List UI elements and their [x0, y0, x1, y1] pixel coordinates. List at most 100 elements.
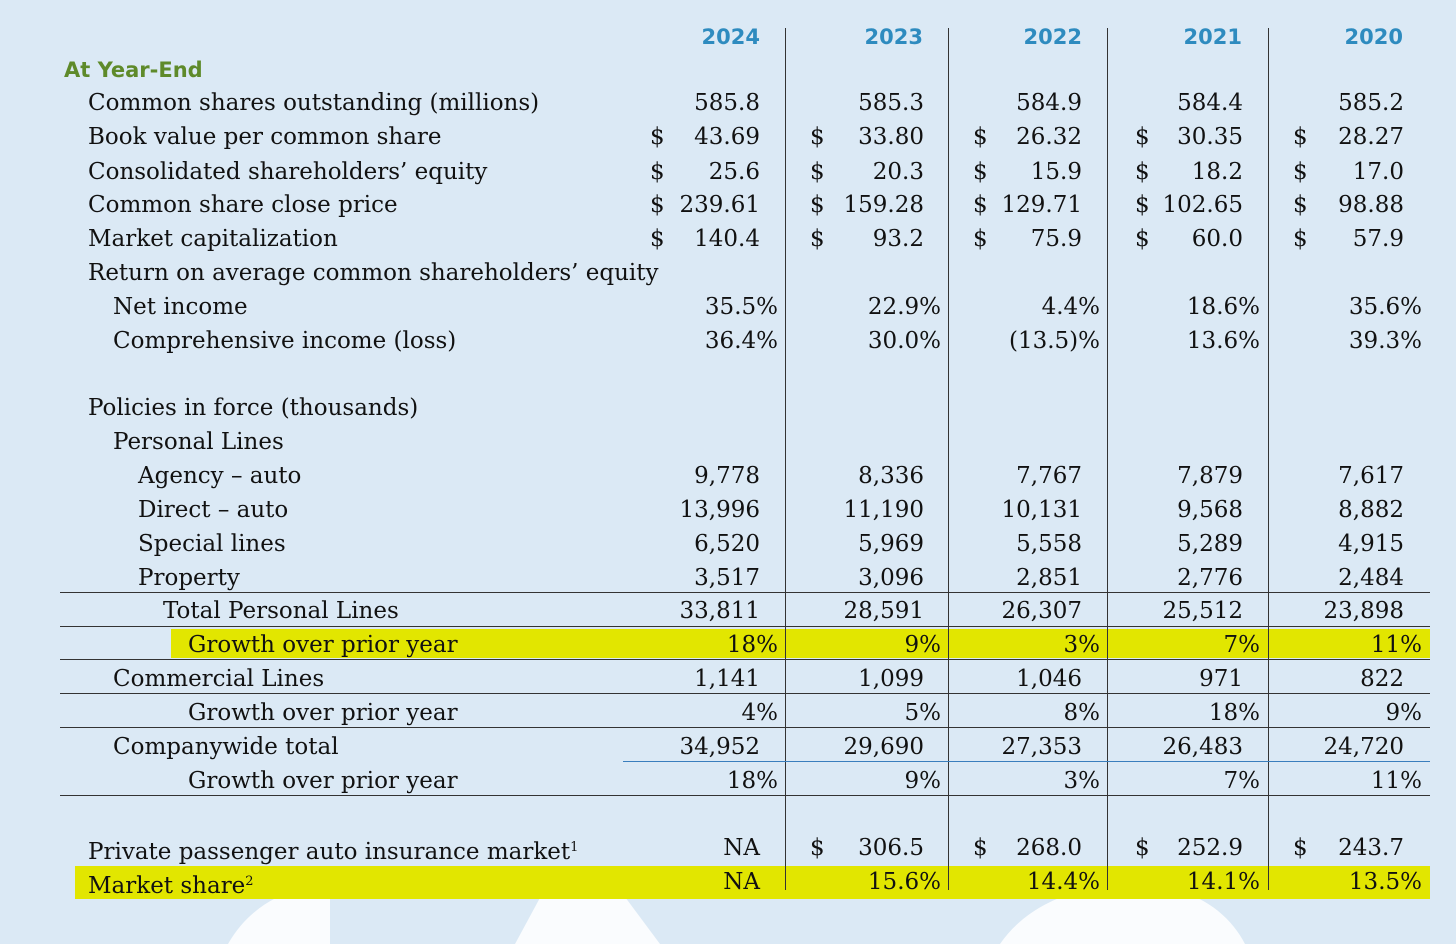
dollar-sign: $ [650, 192, 665, 218]
dollar-sign: $ [810, 159, 825, 185]
cell-value: 8% [1063, 700, 1101, 726]
cell-value: 585.8 [694, 90, 760, 116]
cell-value: (13.5)% [1008, 328, 1100, 354]
dollar-sign: $ [1135, 124, 1150, 150]
cell-value: 26,483 [1162, 734, 1243, 760]
cell-value: 140.4 [694, 226, 760, 252]
row-label: Market capitalization [88, 226, 338, 252]
cell-value: 9,778 [694, 463, 760, 489]
cell-value: 13.6% [1186, 328, 1260, 354]
footnote-marker: 1 [570, 840, 579, 855]
cell-value: 10,131 [1001, 497, 1082, 523]
cell-value: 20.3 [872, 159, 924, 185]
cell-value: 29,690 [843, 734, 924, 760]
row-rule [60, 727, 1430, 728]
row-label: Growth over prior year [188, 768, 458, 794]
cell-value: 4.4% [1041, 294, 1100, 320]
column-divider [785, 28, 786, 890]
dollar-sign: $ [1135, 159, 1150, 185]
cell-value: 36.4% [704, 328, 778, 354]
row-rule [60, 795, 1430, 796]
cell-value: 11% [1370, 632, 1422, 658]
row-label: Market share2 [88, 873, 254, 899]
cell-value: 25.6 [708, 159, 760, 185]
year-header: 2020 [1344, 25, 1403, 49]
row-label: Agency – auto [138, 463, 302, 489]
highlight-band-personal-growth [171, 629, 1430, 658]
year-header: 2022 [1023, 25, 1082, 49]
year-header: 2023 [864, 25, 923, 49]
cell-value: 102.65 [1162, 192, 1243, 218]
cell-value: 9% [1385, 700, 1423, 726]
cell-value: 585.2 [1338, 90, 1404, 116]
cell-value: 159.28 [843, 192, 924, 218]
cell-value: 585.3 [858, 90, 924, 116]
row-label: Common shares outstanding (millions) [88, 90, 540, 116]
cell-value: 7% [1223, 632, 1261, 658]
row-label: Private passenger auto insurance market1 [88, 839, 579, 865]
cell-value: 28,591 [843, 598, 924, 624]
dollar-sign: $ [1293, 124, 1308, 150]
footnote-marker: 2 [245, 874, 254, 889]
cell-value: 60.0 [1191, 226, 1243, 252]
row-label: Growth over prior year [188, 700, 458, 726]
dollar-sign: $ [1293, 226, 1308, 252]
row-label: Personal Lines [113, 429, 284, 455]
cell-value: 5,558 [1016, 531, 1082, 557]
cell-value: 24,720 [1323, 734, 1404, 760]
cell-value: 4% [741, 700, 779, 726]
row-label: Direct – auto [138, 497, 289, 523]
cell-value: 3% [1063, 768, 1101, 794]
column-divider [1107, 28, 1108, 890]
cell-value: 15.6% [867, 869, 941, 895]
cell-value: 7,767 [1016, 463, 1082, 489]
row-label: Comprehensive income (loss) [113, 328, 457, 354]
cell-value: 7,617 [1338, 463, 1404, 489]
cell-value: 239.61 [679, 192, 760, 218]
cell-value: 18% [726, 768, 778, 794]
cell-value: 57.9 [1352, 226, 1404, 252]
dollar-sign: $ [810, 835, 825, 861]
cell-value: 5,969 [858, 531, 924, 557]
row-label: Consolidated shareholders’ equity [88, 159, 488, 185]
row-label: Total Personal Lines [163, 598, 399, 624]
dollar-sign: $ [1135, 835, 1150, 861]
cell-value: 27,353 [1001, 734, 1082, 760]
cell-value: 28.27 [1338, 124, 1404, 150]
cell-value: 252.9 [1177, 835, 1243, 861]
cell-value: 43.69 [694, 124, 760, 150]
dollar-sign: $ [1135, 226, 1150, 252]
cell-value: 2,776 [1177, 565, 1243, 591]
cell-value: 13.5% [1348, 869, 1422, 895]
cell-value: 1,099 [858, 666, 924, 692]
cell-value: 98.88 [1338, 192, 1404, 218]
row-rule [60, 626, 1430, 627]
cell-value: 3,096 [858, 565, 924, 591]
dollar-sign: $ [810, 226, 825, 252]
year-header: 2021 [1183, 25, 1242, 49]
cell-value: 93.2 [872, 226, 924, 252]
dollar-sign: $ [1293, 835, 1308, 861]
cell-value: 4,915 [1338, 531, 1404, 557]
row-label: Special lines [138, 531, 286, 557]
cell-value: 268.0 [1016, 835, 1082, 861]
cell-value: 14.4% [1026, 869, 1100, 895]
cell-value: 26.32 [1016, 124, 1082, 150]
cell-value: 584.4 [1177, 90, 1243, 116]
cell-value: 26,307 [1001, 598, 1082, 624]
cell-value: 129.71 [1001, 192, 1082, 218]
cell-value: 15.9 [1030, 159, 1082, 185]
year-header: 2024 [701, 25, 760, 49]
cell-value: 9% [904, 768, 942, 794]
cell-value: 39.3% [1348, 328, 1422, 354]
row-rule-blue [623, 761, 1430, 762]
cell-value: 25,512 [1162, 598, 1243, 624]
dollar-sign: $ [650, 159, 665, 185]
row-label: Growth over prior year [188, 632, 458, 658]
dollar-sign: $ [973, 192, 988, 218]
cell-value: 18% [1208, 700, 1260, 726]
cell-value: 35.6% [1348, 294, 1422, 320]
dollar-sign: $ [973, 159, 988, 185]
dollar-sign: $ [810, 192, 825, 218]
cell-value: 243.7 [1338, 835, 1404, 861]
